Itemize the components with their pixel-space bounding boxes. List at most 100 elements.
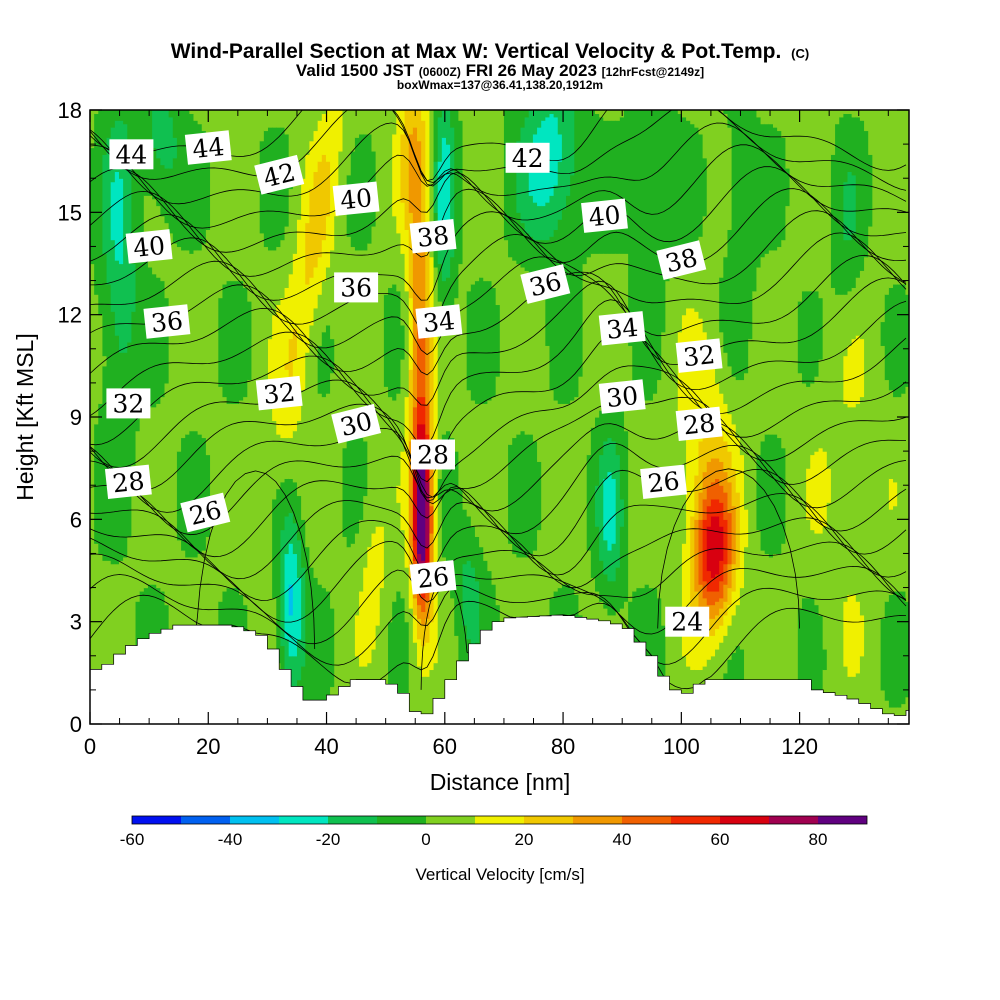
velocity-cell (296, 577, 302, 640)
velocity-cell (905, 601, 909, 698)
velocity-cell (694, 127, 700, 248)
contour-label-text: 32 (262, 378, 297, 410)
velocity-cell (772, 110, 778, 128)
velocity-cell (814, 532, 820, 606)
velocity-cell (437, 110, 443, 118)
velocity-cell (412, 614, 418, 643)
velocity-cell (744, 372, 749, 510)
velocity-cell (325, 590, 331, 705)
velocity-cell (880, 321, 886, 346)
velocity-cell (94, 113, 99, 295)
velocity-cell (230, 403, 236, 589)
velocity-cell (470, 283, 476, 401)
velocity-cell (127, 341, 132, 537)
velocity-cell (628, 345, 633, 602)
velocity-cell (127, 536, 132, 724)
velocity-cell (396, 590, 402, 711)
velocity-cell (698, 440, 704, 493)
colorbar-tick-label: 80 (809, 830, 828, 849)
velocity-cell (681, 543, 687, 657)
velocity-cell (288, 376, 294, 439)
velocity-cell (479, 110, 484, 278)
velocity-cell (603, 440, 609, 479)
velocity-cell (888, 287, 894, 391)
velocity-cell (814, 451, 820, 534)
velocity-cell (292, 522, 298, 555)
velocity-cell (814, 376, 820, 452)
contour-label: 30 (331, 403, 382, 444)
velocity-cell (375, 625, 381, 724)
velocity-cell (623, 430, 629, 602)
velocity-cell (305, 110, 310, 155)
velocity-cell (263, 246, 269, 724)
svg-text:Valid 1500 JST (0600Z): Valid 1500 JST (0600Z) FRI 26 May 2023 [… (296, 61, 704, 80)
contour-label-text: 44 (191, 132, 226, 164)
contour-label-text: 36 (340, 273, 372, 302)
contour-label: 26 (640, 464, 688, 500)
colorbar-swatch (524, 816, 573, 824)
velocity-cell (702, 471, 708, 500)
velocity-cell (226, 280, 232, 404)
velocity-cell (847, 290, 853, 346)
velocity-cell (152, 406, 157, 585)
velocity-cell (839, 116, 844, 295)
velocity-cell (433, 161, 439, 213)
velocity-cell (189, 110, 195, 115)
velocity-cell (520, 430, 526, 558)
contour-label-box (640, 464, 688, 500)
velocity-cell (350, 246, 356, 435)
y-tick-label: 15 (58, 200, 82, 225)
colorbar-swatch (573, 816, 622, 824)
velocity-cell (408, 212, 414, 299)
velocity-cell (781, 137, 787, 241)
velocity-cell (524, 434, 530, 558)
velocity-cell (375, 110, 381, 527)
velocity-cell (777, 110, 782, 132)
theta-contour-line (90, 517, 907, 601)
velocity-cell (118, 263, 124, 353)
velocity-cell (400, 529, 406, 599)
velocity-cell (276, 488, 282, 664)
velocity-cell (657, 110, 662, 381)
velocity-cell (698, 110, 704, 135)
velocity-cell (619, 116, 625, 254)
valid-time: Valid 1500 JST (296, 61, 415, 80)
velocity-cell (702, 423, 708, 473)
velocity-cell (437, 301, 443, 479)
velocity-cell (437, 161, 443, 224)
velocity-cell (785, 167, 791, 207)
velocity-cell (131, 464, 137, 724)
contour-label-box (656, 240, 707, 280)
velocity-cell (474, 110, 480, 282)
velocity-cell (433, 266, 439, 316)
velocity-cell (421, 110, 426, 121)
velocity-cell (421, 457, 426, 561)
velocity-cell (785, 110, 791, 169)
velocity-cell (810, 529, 815, 599)
velocity-cell (566, 195, 571, 404)
velocity-cell (160, 164, 166, 217)
colorbar-tick-label: 40 (613, 830, 632, 849)
contour-label-text: 32 (682, 340, 717, 372)
contour-label: 42 (505, 142, 550, 173)
velocity-cell (516, 263, 522, 435)
velocity-cell (404, 290, 410, 398)
velocity-cell (292, 328, 298, 360)
velocity-cell (777, 553, 782, 724)
velocity-cell (441, 434, 447, 558)
velocity-cell (118, 110, 124, 121)
velocity-cell (425, 676, 431, 724)
x-axis: 0 20 40 60 80 100 120 (84, 110, 889, 759)
velocity-cell (665, 280, 671, 724)
velocity-cell (830, 154, 836, 288)
velocity-cell (723, 403, 729, 442)
velocity-cell (859, 338, 865, 398)
velocity-cell (537, 110, 542, 128)
velocity-cell (607, 471, 613, 551)
velocity-cell (359, 519, 364, 592)
velocity-cell (363, 249, 368, 442)
velocity-cell (822, 110, 828, 452)
velocity-cell (441, 314, 447, 435)
velocity-cell (503, 110, 509, 241)
velocity-cell (474, 536, 480, 582)
